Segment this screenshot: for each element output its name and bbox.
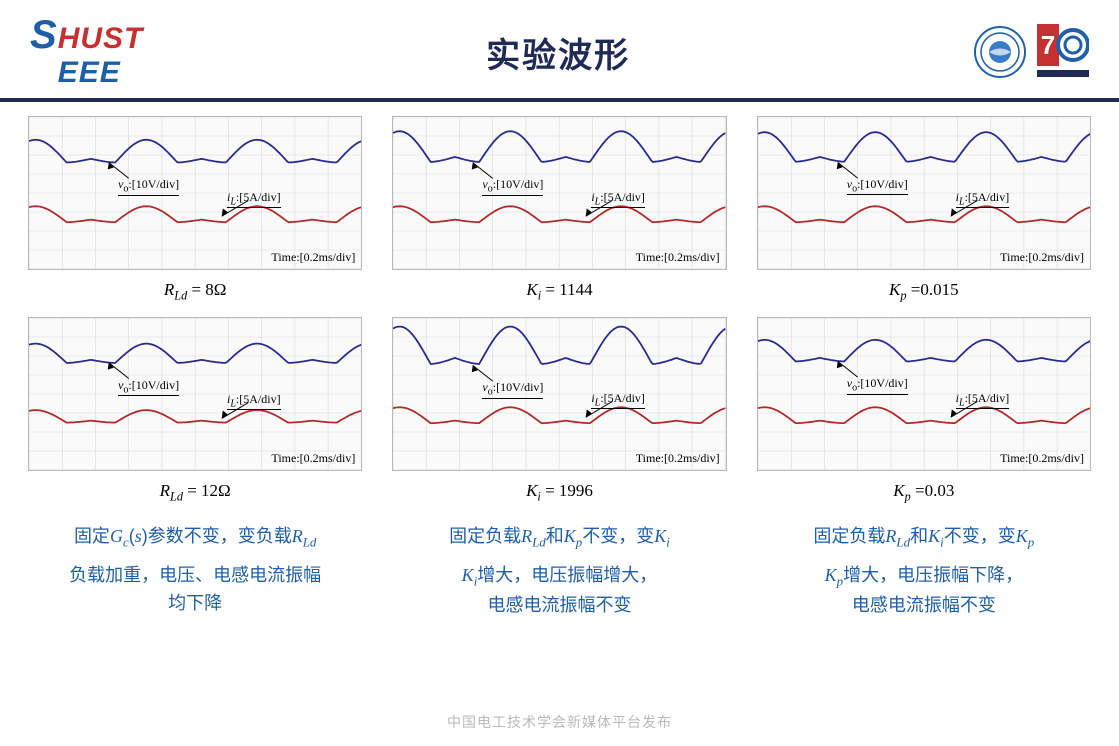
header: SHUST SEEE 实验波形 7 — [0, 0, 1119, 98]
caption-top-col3: Kp =0.015 — [757, 276, 1091, 311]
caption-bottom-col1: RLd = 12Ω — [28, 477, 362, 512]
desc-condition-col2: 固定负载RLd和Kp不变，变Ki — [392, 523, 726, 553]
desc-result-col2: Ki增大，电压振幅增大，电感电流振幅不变 — [392, 562, 726, 620]
header-rule — [0, 98, 1119, 102]
scope-top-col2: vo:[10V/div] iL:[5A/div] Time:[0.2ms/div… — [392, 116, 726, 270]
desc-result-col3: Kp增大，电压振幅下降，电感电流振幅不变 — [757, 562, 1091, 620]
desc-result-col1: 负载加重，电压、电感电流振幅均下降 — [28, 562, 362, 620]
caption-bottom-col2: Ki = 1996 — [392, 477, 726, 512]
logo-s: S — [30, 13, 58, 57]
scope-bottom-col1: vo:[10V/div] iL:[5A/div] Time:[0.2ms/div… — [28, 317, 362, 471]
seal-icon — [973, 25, 1027, 79]
scope-top-col3: vo:[10V/div] iL:[5A/div] Time:[0.2ms/div… — [757, 116, 1091, 270]
scope-bottom-col2: vo:[10V/div] iL:[5A/div] Time:[0.2ms/div… — [392, 317, 726, 471]
desc-condition-col1: 固定Gc(s)参数不变，变负载RLd — [28, 523, 362, 553]
caption-top-col2: Ki = 1144 — [392, 276, 726, 311]
footer-text: 中国电工技术学会新媒体平台发布 — [0, 712, 1119, 732]
scope-bottom-col3: vo:[10V/div] iL:[5A/div] Time:[0.2ms/div… — [757, 317, 1091, 471]
page-title: 实验波形 — [486, 28, 630, 77]
anniversary-70-icon: 7 — [1037, 24, 1089, 80]
logo-top: HUST — [58, 22, 144, 55]
logo-hust-seee: SHUST SEEE — [30, 18, 143, 86]
svg-text:7: 7 — [1041, 30, 1055, 60]
scope-top-col1: vo:[10V/div] iL:[5A/div] Time:[0.2ms/div… — [28, 116, 362, 270]
logos-right: 7 — [973, 24, 1089, 80]
caption-bottom-col3: Kp =0.03 — [757, 477, 1091, 512]
logo-bottom: EEE — [58, 56, 121, 89]
desc-condition-col3: 固定负载RLd和Ki不变，变Kp — [757, 523, 1091, 553]
caption-top-col1: RLd = 8Ω — [28, 276, 362, 311]
